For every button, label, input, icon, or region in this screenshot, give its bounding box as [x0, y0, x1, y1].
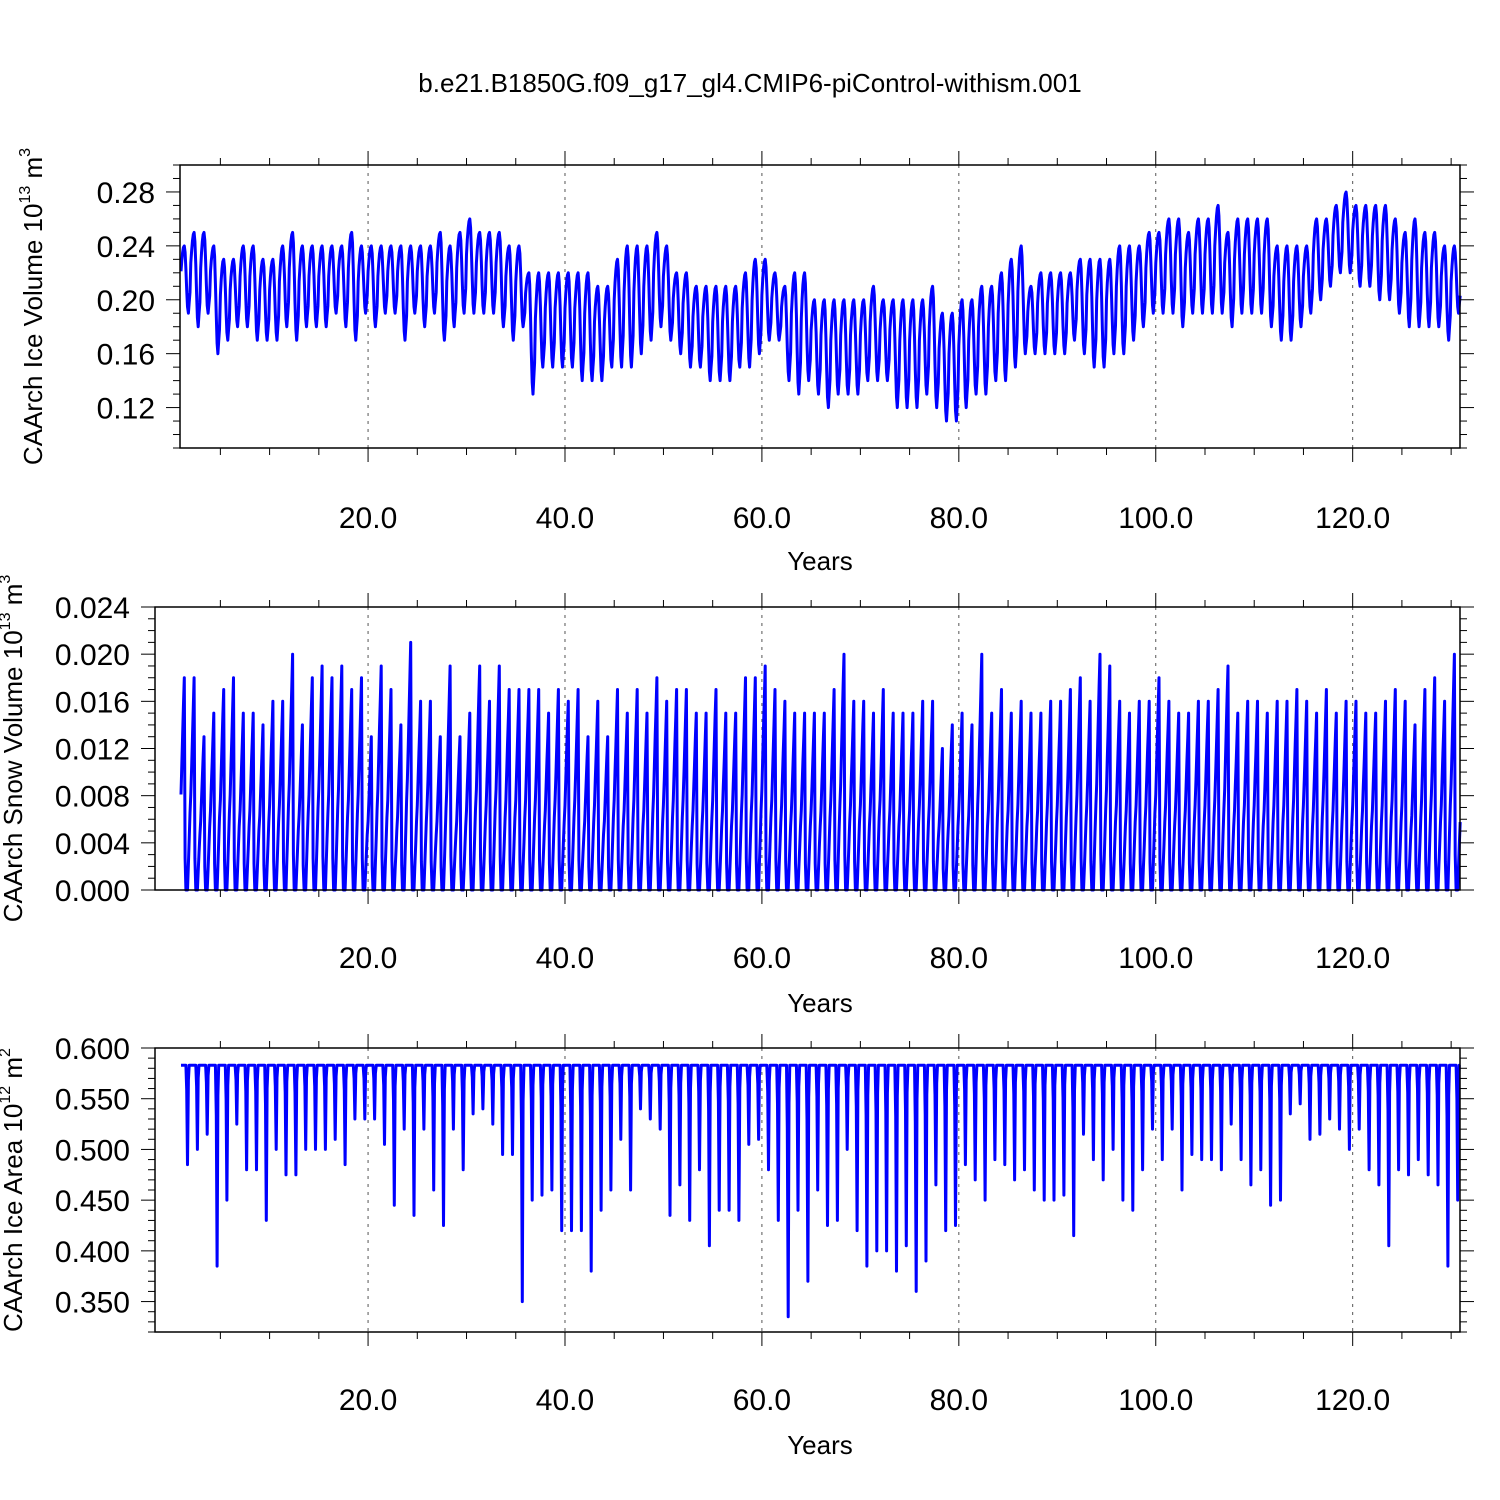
- y-tick-label: 0.12: [97, 393, 155, 426]
- y-tick-label: 0.008: [55, 781, 130, 814]
- y-tick-label: 0.016: [55, 686, 130, 719]
- y-tick-label: 0.16: [97, 339, 155, 372]
- y-tick-label: 0.012: [55, 734, 130, 767]
- plot-frame: [179, 164, 1461, 449]
- x-tick-label: 60.0: [733, 1384, 791, 1417]
- y-tick-label: 0.024: [55, 592, 130, 625]
- chart-panel-3: 20.0 40.0 60.0 80.0 100.0 120.0 0.350 0.400 0.45…: [0, 1033, 1474, 1460]
- x-tick-label: 80.0: [930, 1384, 988, 1417]
- y-tick-label: 0.500: [55, 1134, 130, 1167]
- x-axis-label: Years: [787, 1430, 853, 1460]
- x-tick-label: 120.0: [1315, 1384, 1390, 1417]
- x-tick-label: 60.0: [733, 942, 791, 975]
- y-tick-label: 0.450: [55, 1185, 130, 1218]
- series-line: [179, 190, 1462, 423]
- x-tick-label: 100.0: [1118, 1384, 1193, 1417]
- x-tick-label: 100.0: [1118, 502, 1193, 535]
- x-tick-label: 20.0: [339, 502, 397, 535]
- y-tick-label: 0.600: [55, 1033, 130, 1066]
- y-tick-label: 0.350: [55, 1287, 130, 1320]
- chart-panel-2: 20.0 40.0 60.0 80.0 100.0 120.0 0.000 0.004 0.00…: [0, 575, 1474, 1018]
- figure-title: b.e21.B1850G.f09_g17_gl4.CMIP6-piControl…: [418, 68, 1081, 98]
- y-tick-label: 0.20: [97, 285, 155, 318]
- y-tick-label: 0.000: [55, 875, 130, 908]
- x-tick-label: 80.0: [930, 942, 988, 975]
- x-axis-label: Years: [787, 988, 853, 1018]
- y-axis-label: CAArch Snow Volume 1013 m3: [0, 575, 28, 923]
- series-line: [180, 1063, 1461, 1319]
- x-tick-label: 40.0: [536, 1384, 594, 1417]
- y-tick-label: 0.020: [55, 639, 130, 672]
- x-tick-label: 20.0: [339, 1384, 397, 1417]
- x-tick-label: 100.0: [1118, 942, 1193, 975]
- x-tick-label: 40.0: [536, 502, 594, 535]
- x-tick-label: 120.0: [1315, 502, 1390, 535]
- y-tick-label: 0.24: [97, 231, 155, 264]
- y-tick-label: 0.004: [55, 828, 130, 861]
- x-tick-label: 40.0: [536, 942, 594, 975]
- x-axis-label: Years: [787, 546, 853, 576]
- panels: 20.0 40.0 60.0 80.0 100.0 120.0 0.12 0.16 0.20 0.…: [0, 148, 1474, 1460]
- y-axis-label: CAArch Ice Volume 1013 m3: [17, 148, 48, 465]
- y-tick-label: 0.28: [97, 177, 155, 210]
- x-tick-label: 20.0: [339, 942, 397, 975]
- y-axis-label: CAArch Ice Area 1012 m2: [0, 1048, 28, 1332]
- x-tick-label: 60.0: [733, 502, 791, 535]
- chart-panel-1: 20.0 40.0 60.0 80.0 100.0 120.0 0.12 0.16 0.20 0.…: [17, 148, 1474, 576]
- x-tick-label: 120.0: [1315, 942, 1390, 975]
- y-tick-label: 0.400: [55, 1236, 130, 1269]
- x-tick-label: 80.0: [930, 502, 988, 535]
- y-tick-label: 0.550: [55, 1084, 130, 1117]
